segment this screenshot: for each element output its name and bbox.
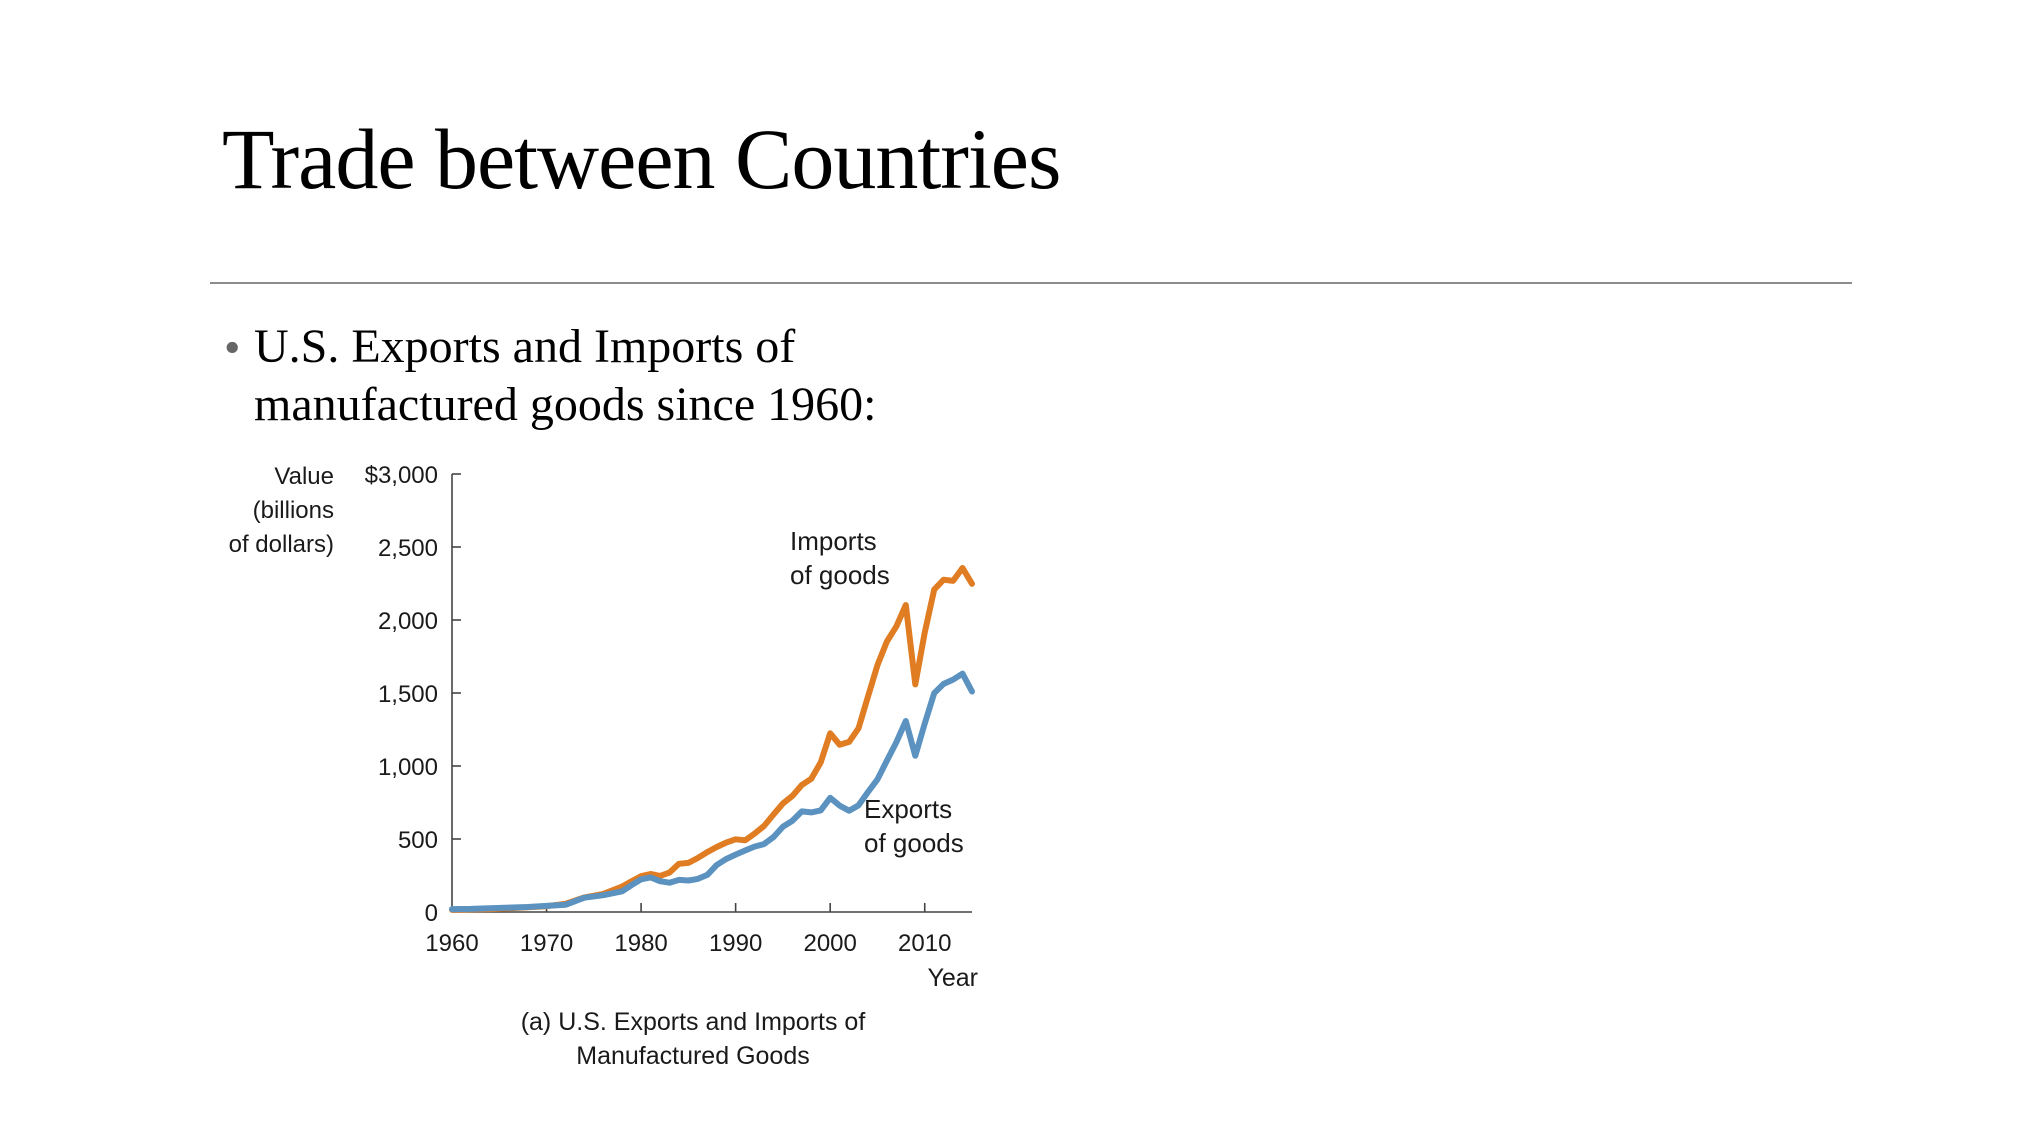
bullet-marker: • [224, 322, 241, 374]
y-tick-label: 1,500 [378, 681, 438, 708]
chart-caption: (a) U.S. Exports and Imports of Manufactu… [521, 1008, 866, 1070]
chart-caption-line: (a) U.S. Exports and Imports of [521, 1008, 866, 1036]
y-tick-label: 1,000 [378, 754, 438, 781]
series-lines [449, 565, 975, 913]
bullet-line-2: manufactured goods since 1960: [254, 378, 877, 431]
x-tick-label: 2000 [803, 930, 856, 957]
x-tick-label: 1960 [425, 930, 478, 957]
exports-of-goods-label-line: of goods [864, 828, 964, 858]
y-axis-title-line: Value [274, 463, 334, 490]
y-ticks: 0 500 1,000 1,500 2,000 2,500 $3,000 [365, 462, 461, 927]
x-tick-label: 1980 [614, 930, 667, 957]
bullet-line-1: U.S. Exports and Imports of [254, 320, 796, 373]
imports-of-goods-line [449, 565, 975, 913]
x-axis-title-text: Year [927, 964, 978, 992]
exports-of-goods-line [449, 670, 975, 913]
bullet-text: U.S. Exports and Imports of manufactured… [254, 318, 1054, 434]
x-axis-title: Year [927, 964, 978, 992]
x-tick-label: 2010 [898, 930, 951, 957]
y-tick-label: 2,500 [378, 535, 438, 562]
title-divider [210, 282, 1852, 284]
series-labels: Imports of goods Exports of goods [790, 526, 964, 858]
y-tick-label: 2,000 [378, 608, 438, 635]
slide-title: Trade between Countries [222, 111, 1061, 207]
exports-of-goods-label-line: Exports [864, 794, 952, 824]
y-tick-label: $3,000 [365, 462, 438, 489]
y-tick-label: 500 [398, 827, 438, 854]
imports-of-goods-label-line: of goods [790, 560, 890, 590]
y-tick-label: 0 [425, 900, 438, 927]
chart-caption-line: Manufactured Goods [576, 1042, 809, 1070]
x-tick-label: 1970 [520, 930, 573, 957]
x-tick-label: 1990 [709, 930, 762, 957]
y-axis-title-line: (billions [253, 497, 334, 524]
y-axis-title-line: of dollars) [229, 531, 334, 558]
y-axis-title: Value (billions of dollars) [229, 463, 334, 558]
imports-of-goods-label-line: Imports [790, 526, 877, 556]
